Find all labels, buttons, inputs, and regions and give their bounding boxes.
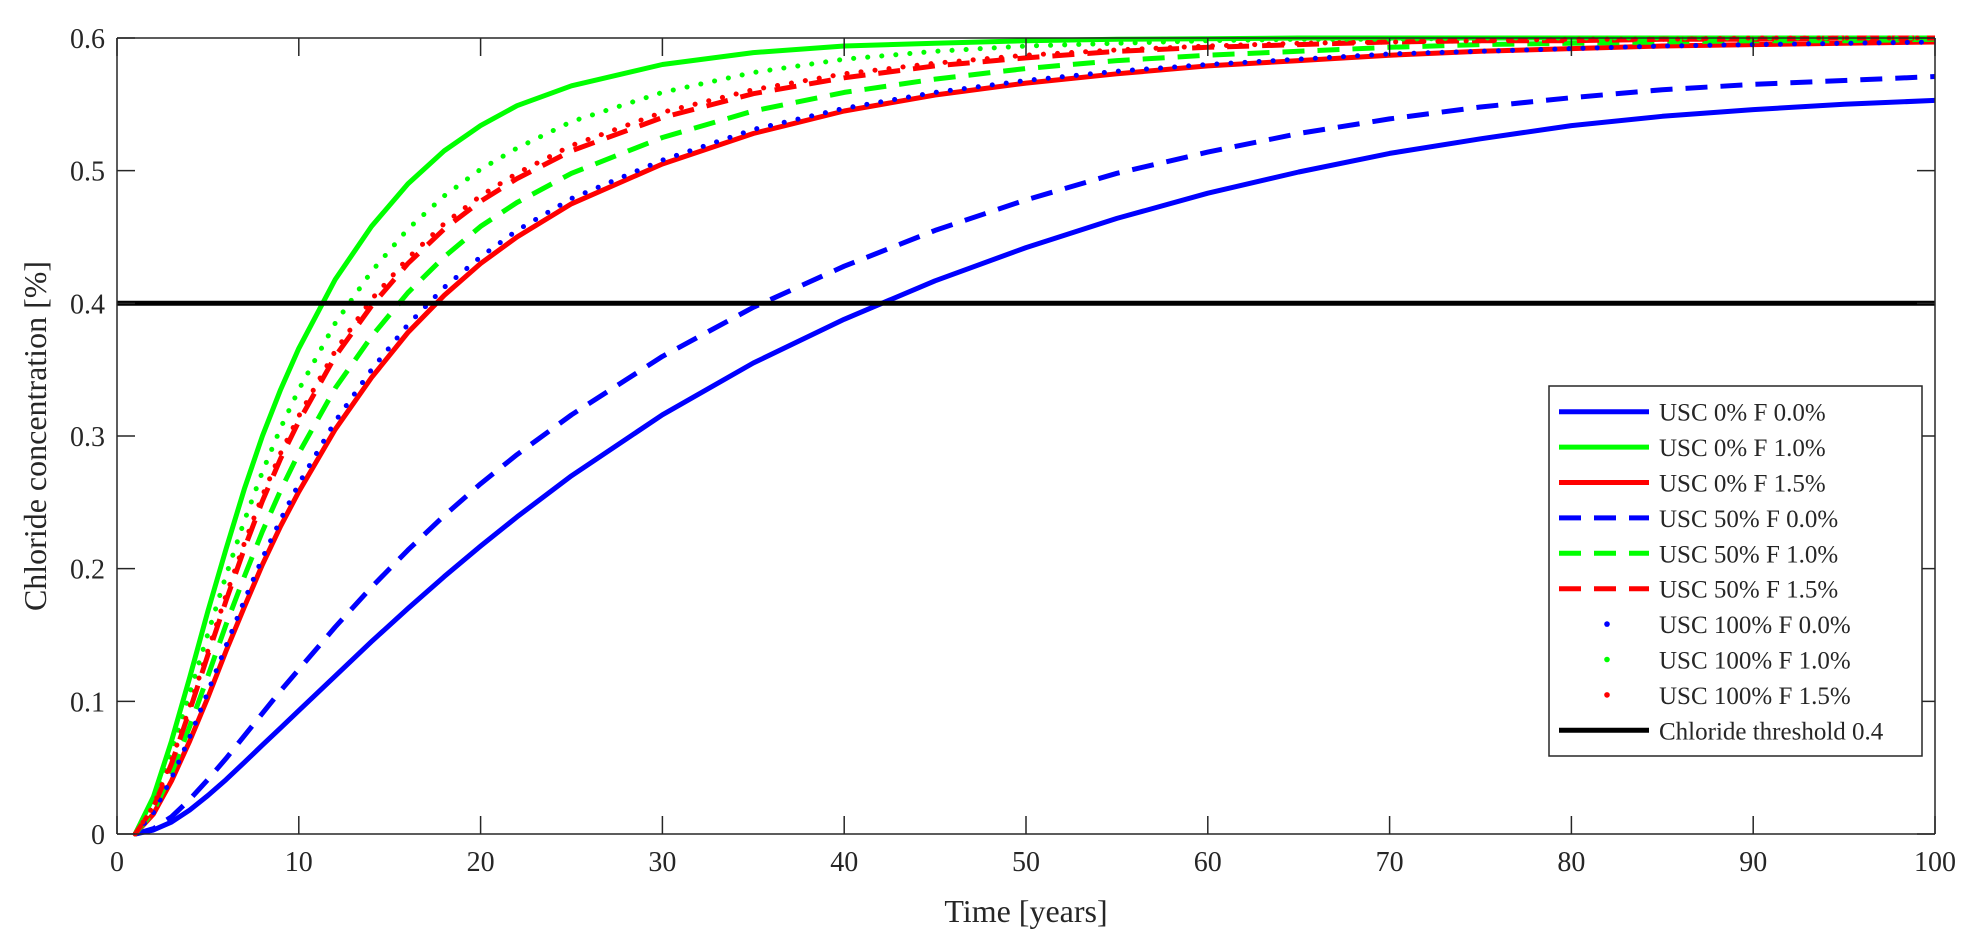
x-tick-label: 100 bbox=[1914, 847, 1956, 878]
series-line-usc-50-f-1-0 bbox=[133, 36, 1936, 836]
legend-label: Chloride threshold 0.4 bbox=[1659, 718, 1884, 745]
legend-swatch bbox=[1604, 656, 1610, 663]
legend-label: USC 0% F 1.0% bbox=[1659, 435, 1826, 462]
y-axis-label: Chloride concentration [%] bbox=[17, 261, 53, 611]
y-tick-label: 0.4 bbox=[70, 289, 105, 320]
legend-label: USC 100% F 1.0% bbox=[1659, 648, 1851, 675]
series-line-usc-0-f-1-5 bbox=[133, 39, 1936, 836]
legend-entry: USC 0% F 1.5% bbox=[1559, 471, 1826, 498]
legend-entry: USC 100% F 0.0% bbox=[1604, 612, 1851, 639]
x-tick-label: 80 bbox=[1557, 847, 1585, 878]
legend-entry: USC 100% F 1.0% bbox=[1604, 648, 1851, 675]
x-tick-label: 60 bbox=[1194, 847, 1222, 878]
x-tick-label: 10 bbox=[285, 847, 313, 878]
x-tick-label: 50 bbox=[1012, 847, 1040, 878]
legend-entry: Chloride threshold 0.4 bbox=[1559, 718, 1884, 745]
legend-label: USC 50% F 0.0% bbox=[1659, 506, 1838, 533]
y-axis-ticks: 0 0.1 0.2 0.3 0.4 0.5 0.6 bbox=[70, 24, 1935, 851]
y-tick-label: 0.6 bbox=[70, 24, 105, 55]
legend-entry: USC 0% F 0.0% bbox=[1559, 400, 1826, 427]
y-tick-label: 0.5 bbox=[70, 157, 105, 188]
legend-label: USC 50% F 1.5% bbox=[1659, 577, 1838, 604]
y-tick-label: 0.2 bbox=[70, 555, 105, 586]
y-tick-label: 0 bbox=[91, 820, 105, 851]
legend-label: USC 0% F 0.0% bbox=[1659, 400, 1826, 427]
x-tick-label: 90 bbox=[1739, 847, 1767, 878]
legend-entry: USC 50% F 1.5% bbox=[1559, 577, 1838, 604]
x-axis-ticks: 0 10 20 30 40 50 60 70 80 90 100 bbox=[110, 38, 1956, 878]
series-line-usc-0-f-0-0 bbox=[134, 97, 1936, 837]
legend-entry: USC 0% F 1.0% bbox=[1559, 435, 1826, 462]
legend-swatch bbox=[1604, 692, 1610, 698]
x-tick-label: 70 bbox=[1376, 847, 1404, 878]
legend-label: USC 100% F 0.0% bbox=[1659, 612, 1851, 639]
series-line-usc-50-f-1-5 bbox=[133, 35, 1935, 836]
series-line-usc-50-f-0-0 bbox=[134, 74, 1936, 837]
x-tick-label: 20 bbox=[467, 847, 495, 878]
legend-entry: USC 100% F 1.5% bbox=[1604, 683, 1851, 710]
x-tick-label: 30 bbox=[648, 847, 676, 878]
x-tick-label: 0 bbox=[110, 847, 124, 878]
legend-label: USC 0% F 1.5% bbox=[1659, 471, 1826, 498]
series-line-usc-100-f-1-0 bbox=[132, 35, 1938, 837]
legend-swatch bbox=[1604, 621, 1610, 627]
legend-label: USC 50% F 1.0% bbox=[1659, 541, 1838, 568]
y-tick-label: 0.1 bbox=[70, 687, 105, 718]
legend-label: USC 100% F 1.5% bbox=[1659, 683, 1851, 710]
series-layer bbox=[117, 35, 1938, 837]
x-tick-label: 40 bbox=[830, 847, 858, 878]
x-axis-label: Time [years] bbox=[944, 893, 1107, 929]
legend-entry: USC 50% F 0.0% bbox=[1559, 506, 1838, 533]
legend-entry: USC 50% F 1.0% bbox=[1559, 541, 1838, 568]
series-line-usc-100-f-1-5 bbox=[132, 35, 1938, 837]
legend: USC 0% F 0.0% USC 0% F 1.0% USC 0% F 1.5% U… bbox=[1548, 385, 1923, 757]
y-tick-label: 0.3 bbox=[70, 422, 105, 453]
